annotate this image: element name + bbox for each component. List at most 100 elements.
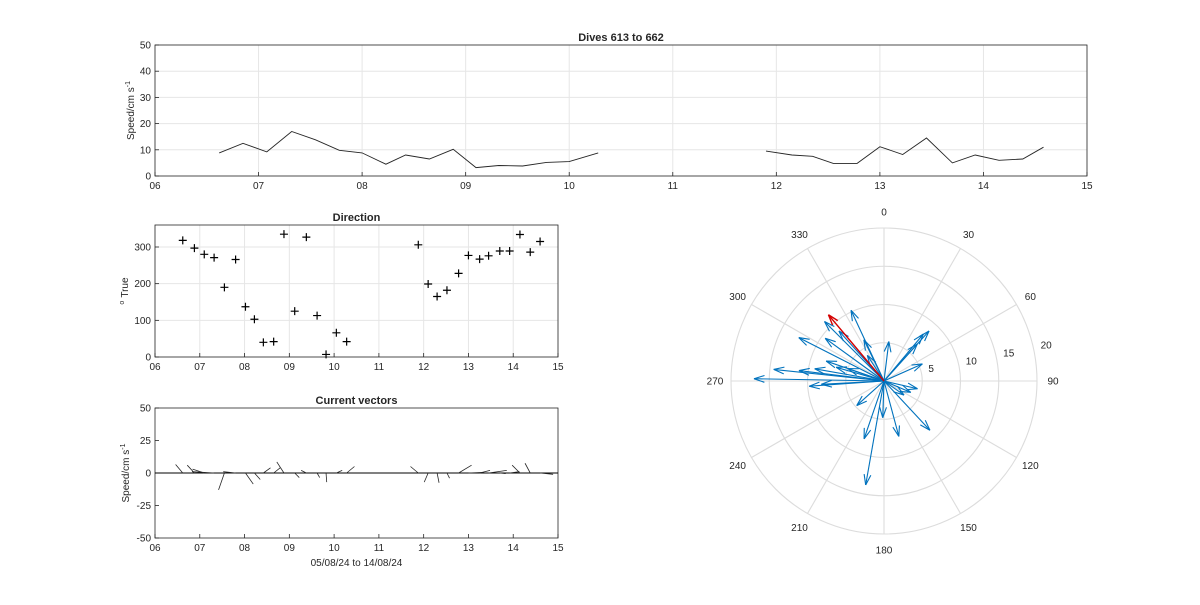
current-arrow-head [863,339,866,351]
y-tick-label: 0 [145,353,151,364]
direction-point [290,307,299,316]
current-arrow [814,368,885,382]
current-arrow-head [902,384,912,393]
x-tick-label: 06 [149,362,161,373]
mean-arrow-head [827,314,834,326]
angle-label: 240 [729,461,746,472]
current-vector [223,471,236,474]
x-tick-label: 07 [194,362,206,373]
x-tick-label: 12 [418,543,430,554]
current-arrow-head [892,426,900,437]
current-arrow [798,337,885,382]
current-arrow-head [919,330,930,337]
current-arrow-head [863,429,872,440]
x-tick-label: 10 [329,362,341,373]
x-tick-label: 07 [253,181,265,192]
current-arrow-head [863,473,867,486]
x-tick-label: 12 [418,362,430,373]
radius-label: 20 [1041,340,1053,351]
direction-point [442,286,451,295]
current-vector [254,472,261,480]
current-arrow [836,366,885,382]
current-arrow-head [865,474,872,486]
direction-point [250,315,259,324]
x-tick-label: 11 [668,181,679,192]
current-arrow-head [809,385,821,390]
current-arrow [883,380,900,437]
current-arrow [753,378,885,382]
direction-point [190,244,199,253]
current-vector [276,461,285,474]
current-arrow-head [924,330,930,342]
current-arrow-head [821,383,833,388]
current-arrow-head [893,391,905,396]
current-arrow [863,339,885,382]
current-arrow-head [899,390,911,393]
current-vector [336,470,343,474]
current-vector [175,464,184,474]
current-arrow-head [912,343,918,355]
direction-point [210,253,219,262]
direction-point [259,338,268,347]
y-axis-label-text: True [120,277,131,298]
x-tick-label: 06 [149,543,161,554]
current-arrow [821,380,885,385]
polar-spoke [883,248,961,382]
current-arrow [883,330,930,382]
y-axis-label-sup: -1 [120,443,127,449]
current-arrow-head [773,366,785,370]
current-arrow-head [825,360,836,369]
current-arrow [883,380,931,431]
current-vector [488,470,507,474]
current-arrow-head [898,425,900,437]
y-tick-label: 50 [140,41,152,52]
direction-chart: 06 07 08 09 10 11 12 13 14 15 0 100 200 300 Direction o… [119,212,564,373]
current-arrow-head [863,339,872,349]
direction-point [515,230,524,239]
y-tick-label: 25 [140,436,152,447]
direction-point [464,251,473,260]
angle-label: 210 [791,523,808,534]
current-vector [479,470,491,474]
direction-point [526,248,535,257]
current-vector [423,472,429,483]
current-arrow-head [798,337,810,340]
y-tick-label: 200 [134,279,151,290]
direction-point [342,337,351,346]
polar-spoke [807,380,885,514]
direction-point [279,230,288,239]
speed-series-line-2 [765,137,1044,164]
polar-spoke [751,304,885,382]
current-vector [245,472,254,485]
x-tick-label: 10 [564,181,576,192]
direction-point [313,311,322,320]
chart-title: Dives 613 to 662 [578,32,664,44]
y-tick-label: -25 [137,501,152,512]
current-arrow-head [821,379,832,385]
current-arrow-head [824,321,835,327]
current-vector [273,467,281,474]
current-arrow-head [856,395,863,406]
x-tick-label: 08 [239,362,251,373]
current-arrow-head [883,341,890,352]
x-axis-label: 05/08/24 to 14/08/24 [311,558,403,569]
radius-label: 5 [928,364,934,375]
current-arrow-head [920,424,931,431]
current-arrow-head [798,337,807,346]
mean-arrow [827,314,885,382]
x-tick-label: 14 [978,181,990,192]
direction-point [536,237,545,246]
y-axis-label-text: Speed/cm s [121,450,132,503]
angle-label: 330 [791,230,808,241]
direction-point [200,250,209,259]
y-tick-label: 30 [140,93,152,104]
y-axis-label-sup: -1 [125,81,132,87]
current-arrow-head [753,378,765,383]
current-vector [218,472,225,491]
current-arrow-head [773,368,784,375]
current-arrow [883,380,905,396]
y-axis-label-sup: o [119,301,126,305]
x-tick-label: 10 [329,543,341,554]
x-tick-label: 15 [552,362,564,373]
